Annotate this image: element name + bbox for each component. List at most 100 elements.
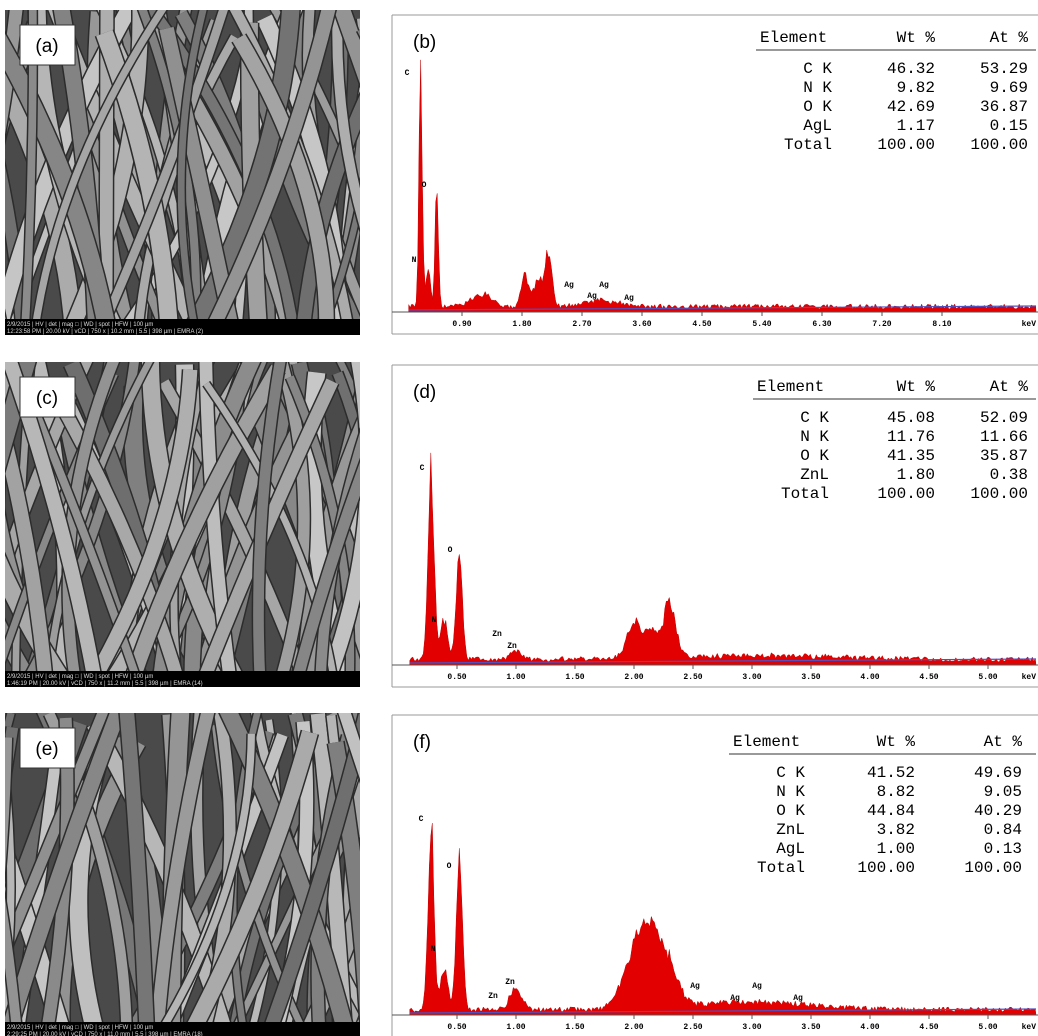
peak-label: Ag [730,994,740,1003]
x-tick-label: 3.50 [801,1023,820,1032]
table-cell: 1.00 [877,840,915,858]
peak-label: Ag [752,982,762,991]
table-cell: 100.00 [964,859,1022,877]
fiber [363,18,406,365]
table-cell: 0.38 [990,466,1028,484]
table-header: Element [760,29,827,47]
table-cell: 0.15 [990,117,1028,135]
table-cell: ZnL [776,821,805,839]
fiber [404,727,422,1036]
table-cell: N K [776,783,805,801]
table-cell: O K [776,802,805,820]
x-unit: keV [1022,1023,1037,1032]
table-cell: ZnL [800,466,829,484]
table-cell: 100.00 [877,485,935,503]
fiber [0,685,4,1036]
peak-label: Ag [587,292,597,301]
table-cell: Total [781,485,829,503]
x-tick-label: 3.00 [742,1023,761,1032]
x-tick-label: 3.00 [742,673,761,682]
x-tick-label: 2.00 [624,673,643,682]
table-cell: C K [803,60,832,78]
fiber [373,32,530,365]
fiber [371,343,378,717]
table-header: At % [990,378,1029,396]
table-cell: 9.82 [897,79,935,97]
x-unit: keV [1022,320,1037,329]
peak-label: O [422,181,427,190]
fiber [393,21,439,365]
x-tick-label: 4.00 [860,1023,879,1032]
fiber [365,27,439,365]
table-cell: 100.00 [970,485,1028,503]
fiber [0,685,4,1036]
x-tick-label: 3.60 [632,320,651,329]
panel-label: (d) [413,382,436,403]
panel-label: (f) [413,732,431,753]
peak-label: C [419,815,424,824]
x-tick-label: 5.00 [978,1023,997,1032]
table-cell: 11.76 [887,428,935,446]
peak-label: N [431,945,436,954]
x-tick-label: 1.50 [565,673,584,682]
x-tick-label: 0.50 [447,1023,466,1032]
table-header: Element [733,733,800,751]
info-text: 2/9/2015 | HV | det | mag □ | WD | spot … [7,322,153,328]
table-cell: C K [800,409,829,427]
x-tick-label: 2.50 [683,673,702,682]
table-cell: 1.80 [897,466,935,484]
table-cell: 41.52 [867,764,915,782]
x-tick-label: 4.50 [919,1023,938,1032]
x-tick-label: 6.30 [812,320,831,329]
fiber [365,27,439,365]
x-tick-label: 7.20 [872,320,891,329]
table-cell: 8.82 [877,783,915,801]
peak-label: C [420,464,425,473]
info-text: 12:23:58 PM | 20.00 kV | vCD | 750 x | 1… [7,329,203,335]
table-cell: 9.69 [990,79,1028,97]
table-cell: 0.13 [984,840,1022,858]
figure: 2/9/2015 | HV | det | mag □ | WD | spot … [0,0,1038,1036]
info-text: 1:46:19 PM | 20.00 kV | vCD | 750 x | 11… [7,681,203,687]
table-cell: AgL [776,840,805,858]
table-cell: 9.05 [984,783,1022,801]
fiber [404,727,422,1036]
info-text: 2/9/2015 | HV | det | mag □ | WD | spot … [7,674,153,680]
table-cell: N K [803,79,832,97]
x-tick-label: 4.00 [860,673,879,682]
spectrum [409,60,1036,312]
info-text: 2:29:25 PM | 20.00 kV | vCD | 750 x | 11… [7,1032,203,1036]
fiber [0,339,1,717]
table-cell: 53.29 [980,60,1028,78]
table-cell: 45.08 [887,409,935,427]
peak-label: O [447,862,452,871]
table-cell: 44.84 [867,802,915,820]
x-unit: keV [1022,673,1037,682]
info-text: 2/9/2015 | HV | det | mag □ | WD | spot … [7,1025,153,1031]
peak-label: Zn [507,642,517,651]
table-cell: 41.35 [887,447,935,465]
table-header: Wt % [897,378,936,396]
x-tick-label: 0.50 [447,673,466,682]
x-tick-label: 2.00 [624,1023,643,1032]
table-cell: 11.66 [980,428,1028,446]
x-tick-label: 4.50 [692,320,711,329]
table-cell: 52.09 [980,409,1028,427]
table-cell: 0.84 [984,821,1022,839]
table-cell: N K [800,428,829,446]
x-tick-label: 5.00 [978,673,997,682]
x-tick-label: 1.50 [565,1023,584,1032]
x-tick-label: 3.50 [801,673,820,682]
table-cell: 49.69 [974,764,1022,782]
x-tick-label: 0.90 [452,320,471,329]
table-header: At % [990,29,1029,47]
table-cell: O K [803,98,832,116]
table-header: At % [984,733,1023,751]
fiber [0,737,6,1036]
peak-label: Ag [793,994,803,1003]
peak-label: O [448,546,453,555]
table-header: Wt % [897,29,936,47]
x-tick-label: 8.10 [932,320,951,329]
fiber [0,339,1,717]
table-cell: C K [776,764,805,782]
